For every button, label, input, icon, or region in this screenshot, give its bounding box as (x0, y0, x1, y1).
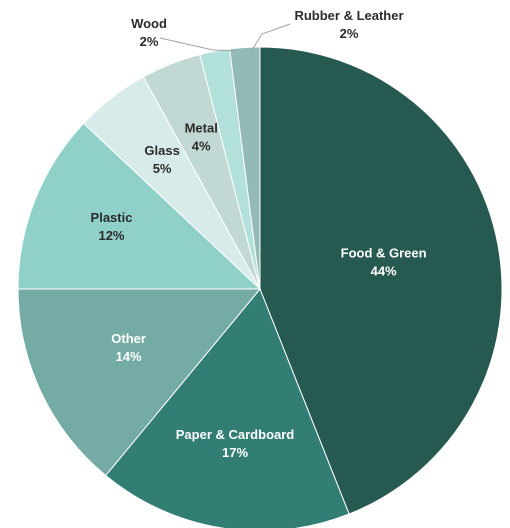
slice-value-paper-and-cardboard: 17% (222, 445, 248, 460)
slice-label-rubber-and-leather: Rubber & Leather (294, 8, 403, 23)
slice-label-plastic: Plastic (91, 210, 133, 225)
slice-label-food-and-green: Food & Green (341, 245, 427, 260)
pie-slice-rubber-and-leather (229, 46, 261, 290)
leader-line-wood (159, 37, 237, 52)
slice-label-glass: Glass (144, 143, 179, 158)
slice-label-wood: Wood (131, 16, 167, 31)
pie-slice-paper-and-cardboard (105, 288, 350, 528)
pie-slice-plastic (17, 122, 262, 290)
slice-value-other: 14% (116, 349, 142, 364)
slice-label-metal: Metal (185, 120, 218, 135)
pie-slice-food-and-green (259, 46, 503, 515)
leader-line-rubber-and-leather (251, 23, 291, 51)
slice-labels: Food & Green 44% Paper & Cardboard 17% Other… (91, 8, 427, 460)
slice-value-rubber-and-leather: 2% (340, 26, 359, 41)
slice-label-paper-and-cardboard: Paper & Cardboard (176, 427, 295, 442)
slice-value-food-and-green: 44% (371, 263, 397, 278)
slice-label-other: Other (111, 331, 146, 346)
slice-value-glass: 5% (153, 161, 172, 176)
slice-value-wood: 2% (140, 34, 159, 49)
slice-value-metal: 4% (192, 138, 211, 153)
slice-value-plastic: 12% (98, 228, 124, 243)
pie-slices (17, 46, 503, 528)
pie-slice-other (17, 288, 262, 477)
leader-lines (159, 23, 291, 52)
